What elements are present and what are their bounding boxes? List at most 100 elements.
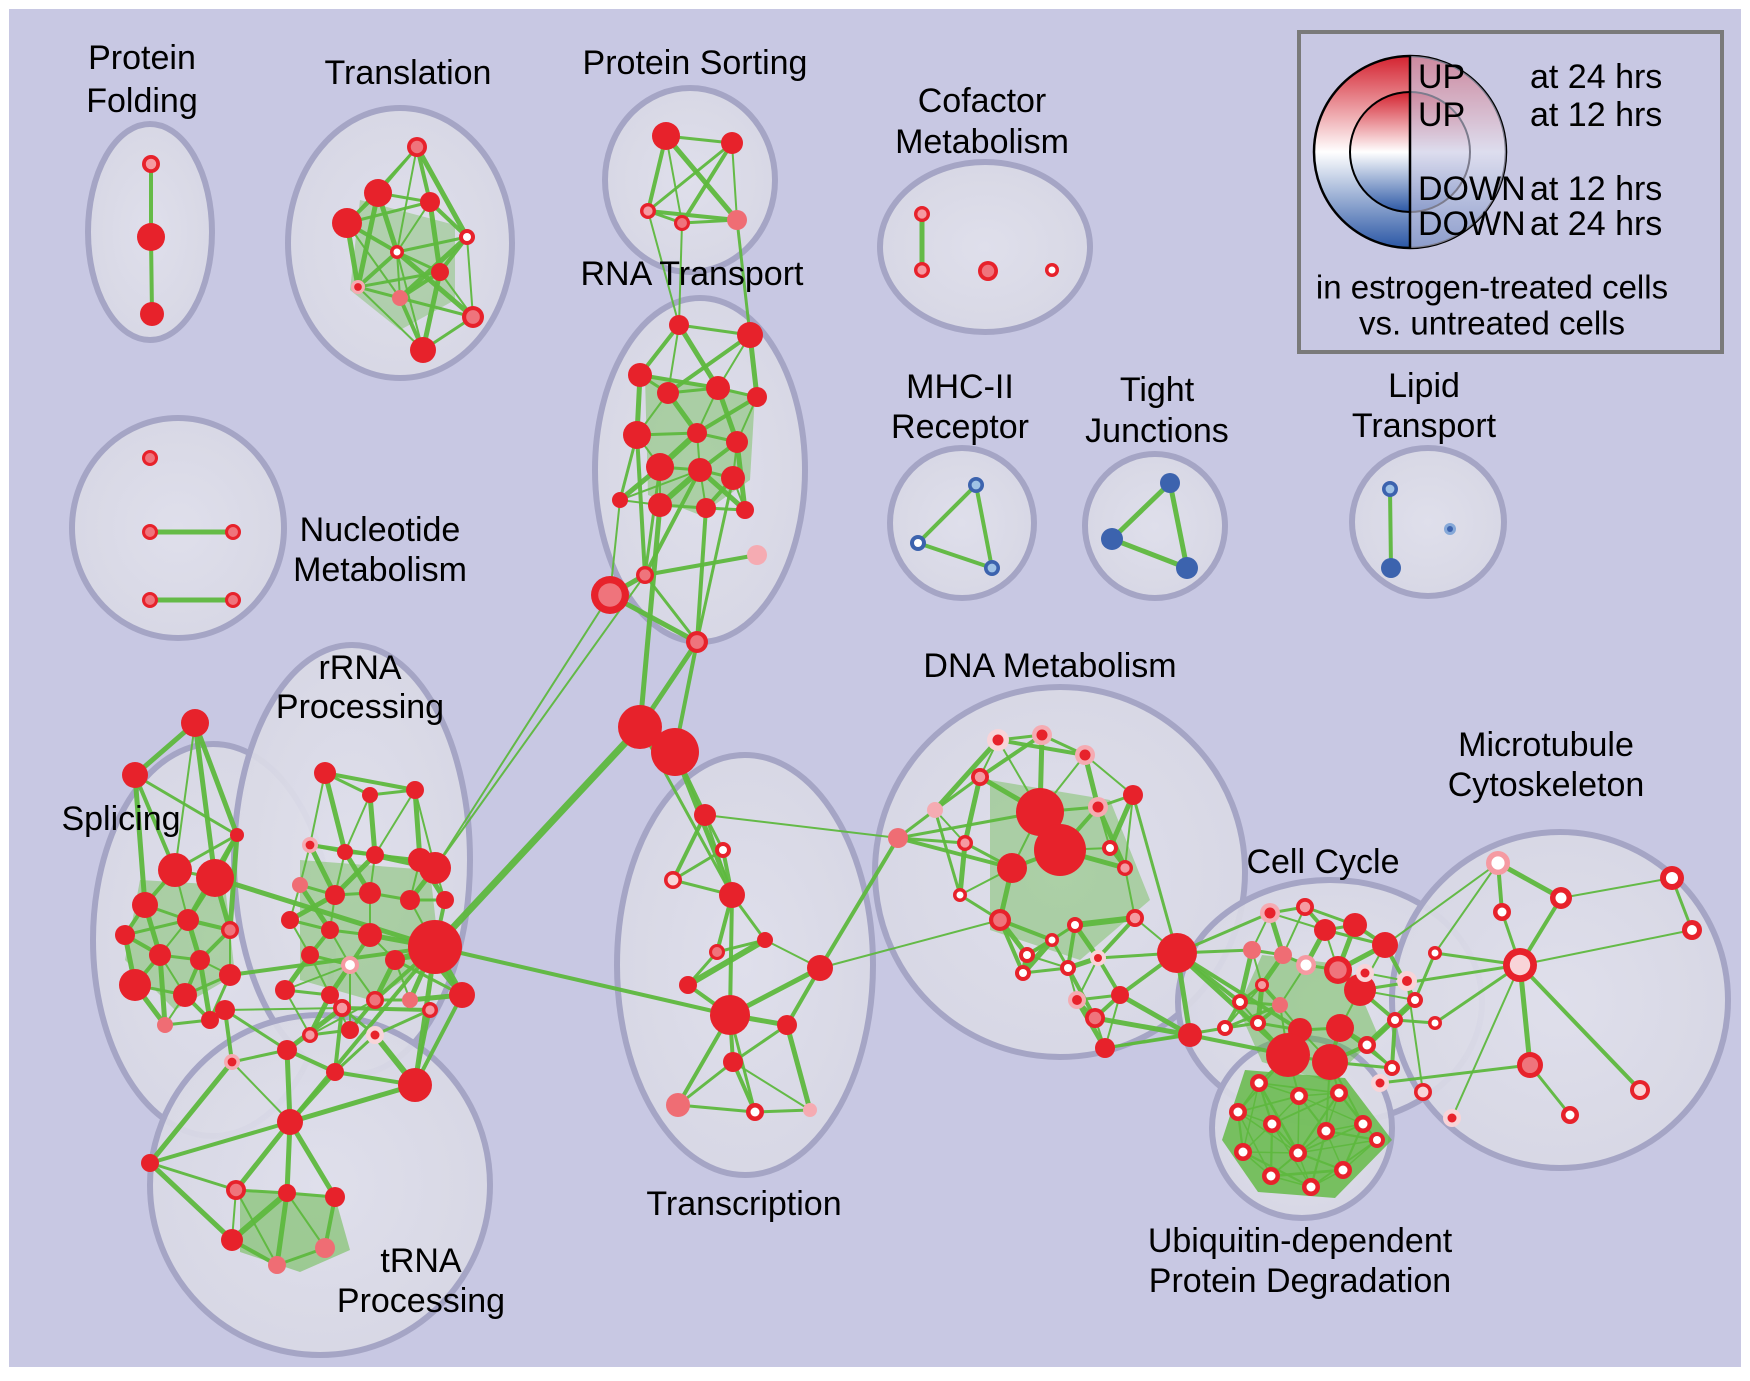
network-node-center (1233, 1107, 1243, 1117)
network-node-hub (651, 728, 699, 776)
network-node-dna (997, 853, 1027, 883)
network-node-trna (278, 1184, 296, 1202)
cluster-label-cc: Cell Cycle (1246, 843, 1399, 881)
network-node-lt (1381, 558, 1401, 578)
network-node-center (369, 994, 381, 1006)
network-edge-tx (671, 813, 707, 882)
network-node-center (1565, 1110, 1575, 1120)
network-node-center (1306, 1182, 1316, 1192)
network-edge-sp (192, 720, 218, 881)
cluster-ellipse-ps (602, 85, 778, 275)
network-edge-mhc (916, 483, 978, 545)
network-node-rr (402, 992, 418, 1008)
network-node-center (1417, 1086, 1429, 1098)
cluster-label-rr: rRNA (318, 649, 401, 687)
network-node-tx (757, 932, 773, 948)
network-node-rr (301, 946, 319, 964)
network-node-center (463, 233, 471, 241)
network-edge-ps (646, 209, 739, 222)
network-node-center (1431, 949, 1439, 957)
network-node-center (1388, 1064, 1396, 1072)
network-node-center (1023, 951, 1031, 959)
network-edge-cc (1390, 1018, 1397, 1070)
network-node-center (1254, 1019, 1262, 1027)
network-node-sp (181, 709, 209, 737)
network-node-center (1360, 968, 1370, 978)
network-node-tj (1176, 557, 1198, 579)
network-node-rt (747, 387, 767, 407)
network-node-center (227, 1057, 237, 1067)
network-node-center (993, 913, 1007, 927)
network-edge-dna (1096, 916, 1137, 960)
network-node-rt (721, 466, 745, 490)
network-node-ps (652, 122, 680, 150)
network-edge-tj (1109, 536, 1190, 571)
network-edge-sp (174, 722, 196, 871)
network-node-tr (410, 337, 436, 363)
network-node-center (974, 771, 986, 783)
network-node-cc (1372, 932, 1398, 958)
network-edge-trna (233, 1119, 293, 1193)
network-edge-lt (1388, 487, 1393, 570)
network-bridge-edge (735, 218, 752, 337)
network-node-tr (392, 290, 408, 306)
network-node-center (1411, 996, 1419, 1004)
network-node-center (1375, 1078, 1385, 1088)
network-edge-trna (147, 1059, 235, 1166)
network-edge-trna (333, 1006, 344, 1074)
network-node-center (914, 539, 922, 547)
cluster-ellipse-cm (877, 159, 1093, 335)
network-edge-dna (1072, 915, 1138, 928)
network-edge-rt (619, 469, 701, 501)
network-edge-rt (695, 395, 759, 435)
network-edge-sp (133, 773, 239, 837)
network-node-trna (268, 1256, 286, 1274)
network-node-sp (122, 762, 148, 788)
network-node-cc (1266, 1033, 1310, 1077)
network-node-sp (149, 944, 171, 966)
network-node-rt (669, 315, 689, 335)
network-node-ps (727, 210, 747, 230)
network-node-center (1294, 1091, 1304, 1101)
network-node-center (1266, 1171, 1276, 1181)
network-node-center (1497, 907, 1507, 917)
network-node-center (1129, 912, 1141, 924)
network-edge-tj (1167, 480, 1190, 571)
network-node-center (917, 265, 927, 275)
network-bridge-edge (678, 222, 683, 326)
network-node-center (1236, 998, 1244, 1006)
network-node-center (1106, 844, 1114, 852)
network-node-rt (657, 382, 679, 404)
network-edge-tx (728, 893, 734, 1017)
network-edge-tr (398, 296, 475, 319)
network-node-rr (385, 950, 405, 970)
network-node-dna (927, 802, 943, 818)
network-node-trna (221, 1229, 243, 1251)
network-node-center (1036, 729, 1048, 741)
network-node-center (1358, 1119, 1368, 1129)
network-node-sp (173, 983, 197, 1007)
network-node-cc (1272, 997, 1288, 1013)
network-node-center (971, 480, 981, 490)
network-node-center (960, 838, 970, 848)
cluster-label-tj: Tight (1120, 371, 1195, 409)
cluster-label-rt: RNA Transport (581, 255, 805, 293)
network-edge-tr (346, 222, 401, 299)
network-edge-mt (1519, 929, 1693, 966)
network-node-cc (1274, 946, 1292, 964)
network-edge-ps (646, 141, 734, 213)
network-edge-tx (753, 1108, 812, 1114)
network-edge-ub (1237, 1111, 1299, 1154)
legend-direction-label: UP (1418, 58, 1465, 96)
network-node-rr (400, 890, 420, 910)
cluster-label-lt: Lipid (1388, 367, 1460, 405)
network-node-center (410, 140, 424, 154)
network-node-center (228, 595, 238, 605)
network-bridge-edge (896, 836, 967, 845)
network-edge-tr (395, 235, 469, 254)
network-bridge-edge (433, 945, 732, 1017)
cluster-ellipse-mhc (887, 445, 1037, 601)
network-node-sp (115, 925, 135, 945)
network-node-center (1299, 901, 1311, 913)
network-node-center (1634, 1084, 1646, 1096)
